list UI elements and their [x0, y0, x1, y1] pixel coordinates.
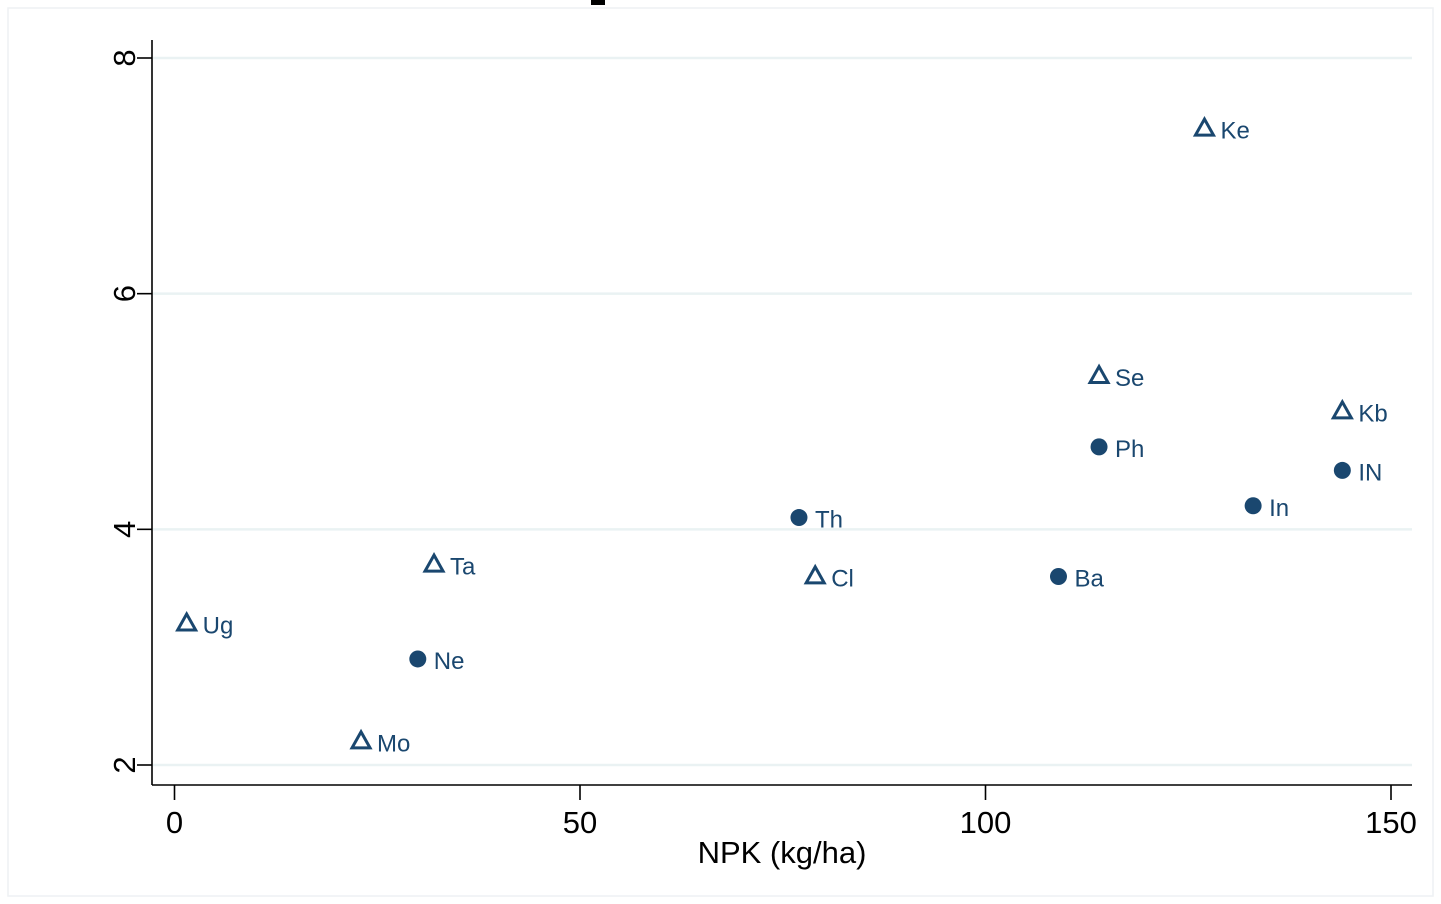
y-tick-label-6: 6	[107, 285, 142, 302]
point-marker-triangle	[1087, 363, 1111, 385]
point-marker-circle	[1244, 497, 1262, 515]
cropped-title-fragment	[591, 0, 605, 5]
point-marker-circle	[409, 650, 427, 668]
point-label-se: Se	[1115, 365, 1144, 392]
y-tick-label-8: 8	[107, 49, 142, 66]
point-marker-triangle	[349, 728, 373, 750]
data-point-ba: Ba	[1049, 565, 1104, 592]
point-label-in: In	[1269, 495, 1289, 522]
data-point-in: In	[1244, 495, 1289, 522]
point-label-in: IN	[1358, 459, 1382, 486]
plot-region-frame	[7, 7, 1434, 897]
data-points: Ke Se Kb Ta Cl Ug Mo Ph IN In Th Ba Ne	[175, 116, 1388, 757]
point-marker-triangle	[422, 552, 446, 573]
data-point-cl: Cl	[803, 563, 854, 592]
data-point-th: Th	[790, 507, 843, 534]
data-point-ug: Ug	[175, 610, 234, 640]
point-label-ba: Ba	[1074, 565, 1104, 592]
point-label-ug: Ug	[203, 613, 234, 640]
point-marker-circle	[790, 509, 808, 527]
data-point-ph: Ph	[1090, 436, 1144, 463]
data-point-ne: Ne	[409, 648, 464, 675]
point-marker-circle	[1333, 461, 1351, 479]
x-tick-label-150: 150	[1365, 805, 1417, 840]
y-tick-label-4: 4	[107, 521, 142, 538]
point-label-kb: Kb	[1358, 401, 1387, 428]
point-marker-triangle	[1192, 116, 1217, 137]
point-label-ph: Ph	[1115, 436, 1144, 463]
x-axis-title: NPK (kg/ha)	[698, 835, 867, 870]
x-tick-label-100: 100	[960, 805, 1012, 840]
data-point-se: Se	[1087, 363, 1144, 392]
point-marker-circle	[1049, 567, 1067, 585]
x-axis-ticks: 0 50 100 150	[166, 785, 1417, 840]
point-label-ne: Ne	[434, 648, 465, 675]
point-label-mo: Mo	[377, 730, 410, 757]
data-point-in: IN	[1333, 459, 1382, 486]
point-label-th: Th	[815, 507, 843, 534]
point-marker-circle	[1090, 438, 1108, 456]
point-label-cl: Cl	[831, 565, 854, 592]
grid-lines	[153, 56, 1412, 767]
y-axis-ticks: 2 4 6 8	[107, 49, 152, 774]
x-tick-label-0: 0	[166, 805, 183, 840]
x-tick-label-50: 50	[563, 805, 597, 840]
y-tick-label-2: 2	[107, 756, 142, 773]
point-label-ke: Ke	[1220, 118, 1249, 145]
point-marker-triangle	[1330, 398, 1354, 420]
point-marker-triangle	[803, 563, 827, 585]
data-point-ke: Ke	[1192, 116, 1250, 145]
point-label-ta: Ta	[450, 554, 476, 581]
data-point-kb: Kb	[1330, 398, 1388, 428]
point-marker-triangle	[175, 610, 199, 632]
data-point-mo: Mo	[349, 728, 410, 757]
data-point-ta: Ta	[422, 552, 476, 581]
